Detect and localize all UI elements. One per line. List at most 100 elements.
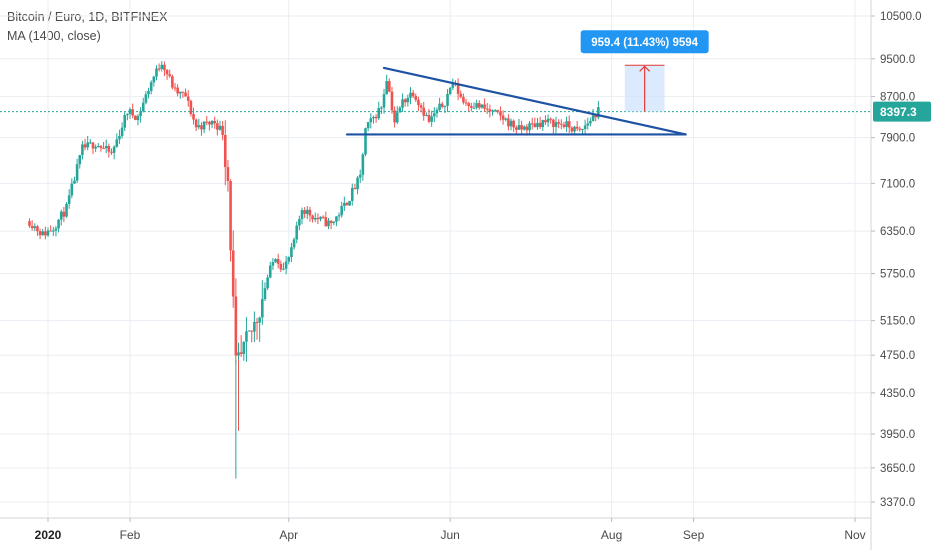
- candle-body-down: [427, 114, 431, 122]
- candle-body-down: [30, 225, 34, 229]
- price-tick-label: 3950.0: [880, 429, 915, 441]
- candle-body-down: [205, 121, 209, 123]
- candle-body-up: [51, 230, 55, 232]
- candle-body-up: [395, 112, 399, 123]
- candle-body-down: [496, 110, 500, 112]
- candle-body-down: [353, 187, 357, 190]
- candle-body-up: [242, 341, 246, 354]
- candle-body-down: [163, 64, 166, 71]
- candle-body-down: [411, 92, 415, 97]
- candle-body-up: [70, 183, 74, 196]
- candle-body-up: [366, 122, 370, 129]
- candle-body-down: [221, 125, 224, 136]
- candle-body-down: [459, 93, 463, 97]
- candle-body-down: [216, 123, 219, 130]
- candle-body-up: [361, 154, 365, 175]
- grid-lines: [0, 0, 870, 518]
- price-axis[interactable]: 10500.0 9500.0 8700.0 7900.0 7100.0 6350.0 575…: [870, 0, 931, 550]
- candle-body-down: [110, 151, 113, 153]
- candle-body-down: [570, 127, 574, 132]
- candle-body-up: [597, 107, 600, 118]
- candle-body-down: [131, 109, 134, 116]
- price-tick-label: 8700.0: [880, 91, 915, 103]
- candle-body-up: [438, 103, 441, 110]
- candle-body-up: [126, 113, 129, 116]
- candle-body-up: [348, 200, 351, 206]
- candle-body-up: [430, 116, 433, 122]
- measure-label-bg: [580, 30, 709, 54]
- candle-body-up: [364, 128, 367, 155]
- candle-body-up: [369, 118, 373, 123]
- candle-body-up: [335, 216, 338, 222]
- candle-body-up: [261, 299, 264, 318]
- candle-body-up: [472, 107, 476, 109]
- last-price-tag: 8397.3: [880, 105, 917, 119]
- price-tick-label: 7900.0: [880, 133, 915, 145]
- chart-title: Bitcoin / Euro, 1D, BITFINEX: [7, 10, 168, 24]
- candle-body-down: [255, 321, 259, 323]
- chart-legend: Bitcoin / Euro, 1D, BITFINEX MA (1400, c…: [7, 8, 167, 46]
- candle-body-down: [393, 110, 396, 123]
- candle-body-up: [258, 317, 261, 323]
- candle-body-up: [398, 107, 402, 113]
- time-tick-label: Aug: [601, 528, 622, 542]
- candle-body-down: [186, 96, 190, 101]
- candle-body-down: [239, 352, 243, 354]
- candle-body-down: [567, 121, 571, 128]
- time-tick-label: 2020: [35, 528, 62, 542]
- candle-body-down: [276, 259, 280, 264]
- candle-body-up: [581, 129, 584, 131]
- candle-body-up: [448, 87, 452, 95]
- candle-body-down: [467, 103, 470, 106]
- candle-body-down: [231, 250, 235, 297]
- candle-body-up: [319, 216, 322, 220]
- time-axis[interactable]: 2020 Feb Apr Jun Aug Sep Nov: [0, 517, 871, 542]
- candle-body-up: [443, 105, 447, 107]
- candle-body-down: [562, 124, 566, 127]
- candle-body-up: [591, 115, 595, 122]
- candle-body-down: [512, 120, 515, 128]
- measure-arrow-head: [639, 65, 651, 72]
- candle-body-up: [237, 352, 240, 356]
- candle-body-up: [268, 265, 272, 278]
- candle-body-down: [223, 135, 227, 168]
- candle-body-up: [112, 146, 116, 153]
- candle-body-down: [575, 126, 579, 129]
- indicator-label: MA (1400, close): [7, 29, 101, 43]
- candle-body-up: [94, 146, 97, 149]
- candle-body-up: [266, 277, 269, 289]
- candle-body-down: [440, 103, 444, 107]
- candle-body-up: [282, 268, 285, 270]
- price-range-measure[interactable]: 959.4 (11.43%) 9594: [580, 30, 709, 112]
- candle-body-up: [89, 142, 92, 144]
- candle-body-up: [202, 121, 206, 130]
- candle-body-down: [414, 96, 418, 100]
- candle-body-up: [475, 103, 478, 108]
- candle-body-down: [234, 296, 238, 356]
- candle-body-up: [305, 209, 309, 214]
- candle-body-up: [292, 239, 296, 248]
- candle-body-up: [59, 211, 63, 220]
- candle-body-up: [313, 217, 317, 220]
- measure-label: 959.4 (11.43%) 9594: [591, 37, 698, 49]
- candle-body-down: [501, 115, 505, 120]
- candle-body-up: [491, 110, 494, 112]
- candle-body-up: [343, 202, 346, 207]
- candle-body-up: [96, 146, 100, 148]
- candle-body-down: [91, 142, 95, 149]
- candle-body-down: [171, 76, 174, 88]
- last-price-tag-bg: [873, 101, 931, 122]
- trendline-descending-resistance: [382, 66, 687, 136]
- candle-body-up: [152, 76, 156, 83]
- candle-body-up: [144, 94, 148, 103]
- candle-body-down: [477, 103, 481, 108]
- price-tick-label: 3370.0: [880, 497, 915, 509]
- candles: [28, 61, 600, 479]
- candle-body-down: [134, 115, 137, 120]
- candle-body-down: [28, 221, 31, 226]
- candle-body-down: [515, 127, 518, 130]
- candle-body-up: [528, 123, 531, 131]
- candle-body-down: [38, 231, 42, 236]
- candle-body-down: [456, 83, 460, 94]
